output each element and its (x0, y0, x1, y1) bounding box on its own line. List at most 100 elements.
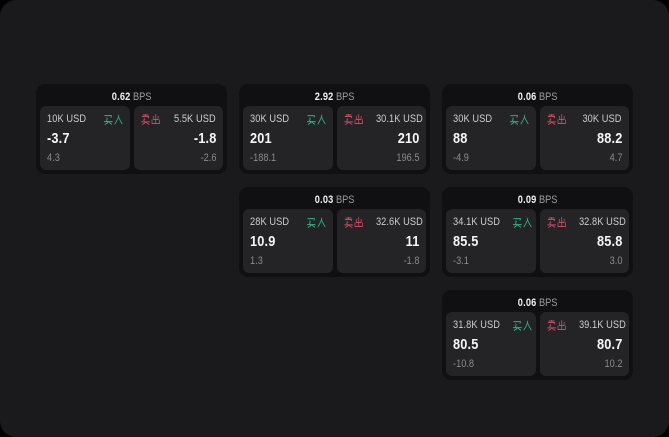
sell-char-chu-icon (151, 113, 160, 124)
sell-delta: 4.7 (609, 152, 622, 164)
buy-value: 88 (453, 129, 468, 147)
buy-quote-top-row: 31.8K USD 买入 (453, 319, 532, 331)
buy-quote[interactable]: 30K USD 买入 201 -188.1 (243, 106, 333, 170)
bps-header: 0.03 BPS (243, 191, 426, 209)
bps-header-line: 0.62 BPS (112, 88, 152, 106)
sell-amount: 5.5K USD (174, 113, 216, 125)
sell-char-chu-icon (557, 319, 566, 330)
bps-unit: BPS (335, 91, 355, 103)
bps-value: 0.06 (517, 91, 537, 103)
bps-header: 2.92 BPS (243, 88, 426, 106)
bps-unit: BPS (335, 194, 355, 206)
sell-amount: 30K USD (582, 113, 622, 125)
quote-card-body: 30K USD 买入 201 -188.1 卖出 (243, 106, 426, 170)
buy-delta: -10.8 (453, 358, 475, 370)
buy-char-mai-icon (512, 320, 522, 331)
sell-value: 210 (397, 129, 419, 147)
buy-amount: 31.8K USD (453, 319, 500, 331)
sell-char-mai-icon (546, 113, 556, 125)
sell-side-label: 卖出 (546, 216, 566, 228)
sell-char-chu-icon (354, 216, 363, 227)
quote-card-body: 10K USD 买入 -3.7 4.3 卖出 (40, 106, 223, 170)
sell-char-mai-icon (140, 113, 150, 125)
sell-quote[interactable]: 卖出 39.1K USD 80.7 10.2 (539, 312, 629, 376)
sell-quote[interactable]: 卖出 32.6K USD 11 -1.8 (336, 209, 426, 273)
sell-quote[interactable]: 卖出 30.1K USD 210 196.5 (336, 106, 426, 170)
bps-value: 0.62 (111, 91, 131, 103)
sell-char-chu-icon (557, 113, 566, 124)
bps-header: 0.06 BPS (446, 294, 629, 312)
bps-header: 0.09 BPS (446, 191, 629, 209)
bps-unit: BPS (132, 91, 152, 103)
sell-char-chu-icon (354, 113, 363, 124)
sell-delta: 10.2 (604, 358, 622, 370)
sell-quote-top-row: 卖出 30.1K USD (343, 113, 423, 125)
buy-quote-top-row: 30K USD 买入 (250, 113, 326, 125)
sell-side-label: 卖出 (546, 319, 566, 331)
buy-quote-top-row: 10K USD 买入 (47, 113, 123, 125)
bps-value: 0.03 (314, 194, 334, 206)
buy-char-ru-icon (316, 114, 325, 124)
buy-value: 85.5 (453, 232, 479, 250)
buy-char-mai-icon (103, 114, 113, 125)
bps-unit: BPS (538, 91, 558, 103)
buy-amount: 30K USD (250, 113, 290, 125)
sell-side-label: 卖出 (343, 216, 363, 228)
buy-quote[interactable]: 34.1K USD 买入 85.5 -3.1 (446, 209, 536, 273)
quote-card-body: 34.1K USD 买入 85.5 -3.1 卖出 (446, 209, 629, 273)
sell-char-mai-icon (546, 216, 556, 228)
bps-value: 2.92 (314, 91, 334, 103)
buy-char-mai-icon (306, 114, 316, 125)
sell-value: 85.8 (596, 232, 622, 250)
buy-quote[interactable]: 31.8K USD 买入 80.5 -10.8 (446, 312, 536, 376)
sell-quote[interactable]: 卖出 32.8K USD 85.8 3.0 (539, 209, 629, 273)
buy-quote[interactable]: 28K USD 买入 10.9 1.3 (243, 209, 333, 273)
sell-value: -1.8 (193, 129, 216, 147)
buy-side-label: 买入 (512, 320, 532, 331)
buy-quote-top-row: 30K USD 买入 (453, 113, 529, 125)
quote-card-body: 31.8K USD 买入 80.5 -10.8 卖出 (446, 312, 629, 376)
sell-quote-top-row: 卖出 39.1K USD (546, 319, 625, 331)
buy-amount: 30K USD (453, 113, 493, 125)
buy-quote[interactable]: 10K USD 买入 -3.7 4.3 (40, 106, 130, 170)
buy-char-ru-icon (523, 320, 532, 330)
buy-char-mai-icon (509, 114, 519, 125)
buy-char-ru-icon (113, 114, 122, 124)
sell-quote[interactable]: 卖出 30K USD 88.2 4.7 (539, 106, 629, 170)
bps-header-line: 0.06 BPS (518, 294, 558, 312)
sell-amount: 30.1K USD (375, 113, 423, 125)
buy-quote-top-row: 28K USD 买入 (250, 216, 326, 228)
sell-value: 88.2 (596, 129, 622, 147)
buy-side-label: 买入 (103, 114, 122, 125)
buy-delta: 4.3 (47, 152, 60, 164)
buy-amount: 34.1K USD (453, 216, 500, 228)
buy-value: -3.7 (47, 129, 70, 147)
bps-unit: BPS (538, 297, 558, 309)
sell-delta: 3.0 (609, 255, 622, 267)
sell-value: 80.7 (596, 335, 622, 353)
bps-header-line: 0.06 BPS (518, 88, 558, 106)
buy-char-ru-icon (316, 217, 325, 227)
buy-quote[interactable]: 30K USD 买入 88 -4.9 (446, 106, 536, 170)
sell-delta: -2.6 (200, 152, 216, 164)
buy-quote-top-row: 34.1K USD 买入 (453, 216, 532, 228)
buy-amount: 28K USD (250, 216, 290, 228)
buy-char-ru-icon (519, 114, 528, 124)
bps-unit: BPS (538, 194, 558, 206)
sell-amount: 32.8K USD (578, 216, 626, 228)
bps-header-line: 2.92 BPS (315, 88, 355, 106)
sell-char-mai-icon (343, 216, 353, 228)
quote-card-body: 28K USD 买入 10.9 1.3 卖出 (243, 209, 426, 273)
sell-quote[interactable]: 卖出 5.5K USD -1.8 -2.6 (133, 106, 223, 170)
sell-char-mai-icon (343, 113, 353, 125)
sell-side-label: 卖出 (343, 113, 363, 125)
buy-amount: 10K USD (47, 113, 87, 125)
